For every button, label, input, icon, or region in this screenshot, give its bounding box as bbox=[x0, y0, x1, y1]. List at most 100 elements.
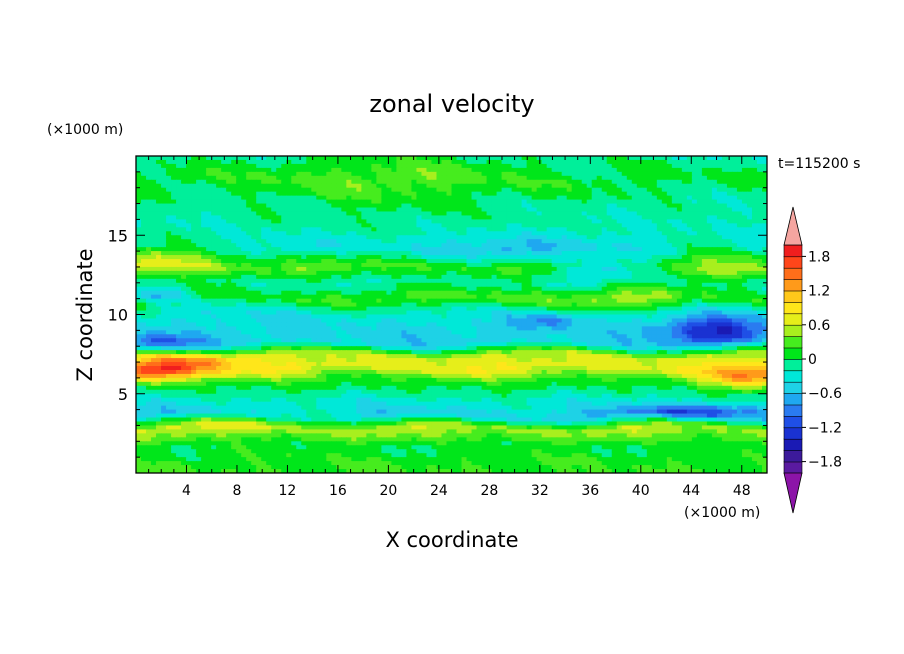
heatmap-cell bbox=[456, 306, 463, 312]
heatmap-cell bbox=[461, 219, 468, 224]
heatmap-cell bbox=[241, 270, 247, 276]
heatmap-cell bbox=[571, 286, 578, 292]
heatmap-cell bbox=[231, 298, 237, 304]
heatmap-cell bbox=[486, 175, 493, 181]
heatmap-cell bbox=[631, 203, 638, 209]
heatmap-cell bbox=[681, 156, 688, 161]
heatmap-cell bbox=[421, 274, 428, 280]
heatmap-cell bbox=[391, 270, 398, 276]
heatmap-cell bbox=[156, 247, 162, 252]
heatmap-cell bbox=[491, 156, 498, 161]
heatmap-cell bbox=[491, 235, 498, 240]
heatmap-cell bbox=[296, 159, 302, 165]
heatmap-cell bbox=[491, 239, 498, 244]
heatmap-cell bbox=[146, 302, 152, 308]
heatmap-cell bbox=[286, 223, 292, 228]
heatmap-cell bbox=[191, 223, 197, 228]
heatmap-cell bbox=[726, 294, 733, 300]
heatmap-cell bbox=[726, 163, 733, 169]
heatmap-cell bbox=[591, 243, 598, 248]
heatmap-cell bbox=[171, 274, 177, 280]
heatmap-cell bbox=[751, 282, 758, 288]
heatmap-cell bbox=[266, 262, 272, 268]
heatmap-cell bbox=[691, 179, 698, 185]
heatmap-cell bbox=[641, 227, 648, 232]
heatmap-cell bbox=[711, 262, 718, 268]
heatmap-cell bbox=[136, 239, 142, 244]
heatmap-cell bbox=[156, 175, 162, 181]
heatmap-cell bbox=[206, 215, 212, 220]
heatmap-cell bbox=[586, 223, 593, 228]
heatmap-cell bbox=[456, 274, 463, 280]
heatmap-cell bbox=[246, 159, 252, 165]
heatmap-cell bbox=[481, 175, 488, 181]
heatmap-cell bbox=[551, 274, 558, 280]
heatmap-cell bbox=[236, 255, 242, 260]
heatmap-cell bbox=[636, 171, 643, 177]
heatmap-cell bbox=[341, 163, 347, 169]
heatmap-cell bbox=[581, 278, 588, 284]
heatmap-cell bbox=[206, 266, 212, 272]
heatmap-cell bbox=[416, 298, 423, 304]
heatmap-cell bbox=[526, 310, 533, 316]
heatmap-cell bbox=[196, 235, 202, 240]
heatmap-cell bbox=[376, 183, 382, 189]
heatmap-cell bbox=[651, 286, 658, 292]
heatmap-cell bbox=[356, 278, 362, 284]
heatmap-cell bbox=[626, 274, 633, 280]
heatmap-cell bbox=[171, 286, 177, 292]
heatmap-cell bbox=[181, 243, 187, 248]
heatmap-cell bbox=[756, 270, 763, 276]
heatmap-cell bbox=[161, 255, 167, 260]
heatmap-cell bbox=[516, 286, 523, 292]
heatmap-cell bbox=[441, 156, 448, 161]
heatmap-cell bbox=[571, 247, 578, 252]
heatmap-cell bbox=[726, 290, 733, 296]
heatmap-cell bbox=[386, 187, 393, 193]
heatmap-cell bbox=[226, 262, 232, 268]
heatmap-cell bbox=[731, 163, 738, 169]
heatmap-cell bbox=[166, 171, 172, 177]
heatmap-cell bbox=[361, 167, 367, 173]
heatmap-cell bbox=[366, 207, 372, 213]
heatmap-cell bbox=[186, 274, 192, 280]
heatmap-cell bbox=[401, 251, 408, 256]
heatmap-cell bbox=[376, 223, 382, 228]
heatmap-cell bbox=[736, 266, 743, 272]
heatmap-cell bbox=[266, 156, 272, 161]
heatmap-cell bbox=[211, 156, 217, 161]
heatmap-cell bbox=[741, 294, 748, 300]
heatmap-cell bbox=[336, 199, 342, 205]
heatmap-cell bbox=[621, 167, 628, 173]
heatmap-cell bbox=[191, 298, 197, 304]
heatmap-cell bbox=[661, 175, 668, 181]
heatmap-cell bbox=[571, 203, 578, 209]
heatmap-cell bbox=[596, 159, 603, 165]
heatmap-cell bbox=[226, 282, 232, 288]
heatmap-cell bbox=[531, 159, 538, 165]
heatmap-cell bbox=[611, 294, 618, 300]
heatmap-cell bbox=[166, 274, 172, 280]
heatmap-cell bbox=[141, 266, 147, 272]
heatmap-cell bbox=[366, 223, 372, 228]
heatmap-cell bbox=[156, 163, 162, 169]
heatmap-cell bbox=[486, 179, 493, 185]
heatmap-cell bbox=[576, 294, 583, 300]
heatmap-cell bbox=[616, 278, 623, 284]
heatmap-cell bbox=[201, 227, 207, 232]
heatmap-cell bbox=[286, 282, 292, 288]
heatmap-cell bbox=[726, 259, 733, 264]
heatmap-cell bbox=[511, 282, 518, 288]
heatmap-cell bbox=[176, 255, 182, 260]
heatmap-cell bbox=[596, 191, 603, 197]
heatmap-cell bbox=[436, 211, 443, 217]
heatmap-cell bbox=[661, 251, 668, 256]
chart-title: zonal velocity bbox=[369, 90, 534, 118]
heatmap-cell bbox=[291, 270, 297, 276]
heatmap-cell bbox=[161, 262, 167, 268]
heatmap-cell bbox=[521, 223, 528, 228]
heatmap-cell bbox=[216, 195, 222, 201]
heatmap-cell bbox=[721, 247, 728, 252]
heatmap-cell bbox=[481, 266, 488, 272]
heatmap-cell bbox=[361, 156, 367, 161]
